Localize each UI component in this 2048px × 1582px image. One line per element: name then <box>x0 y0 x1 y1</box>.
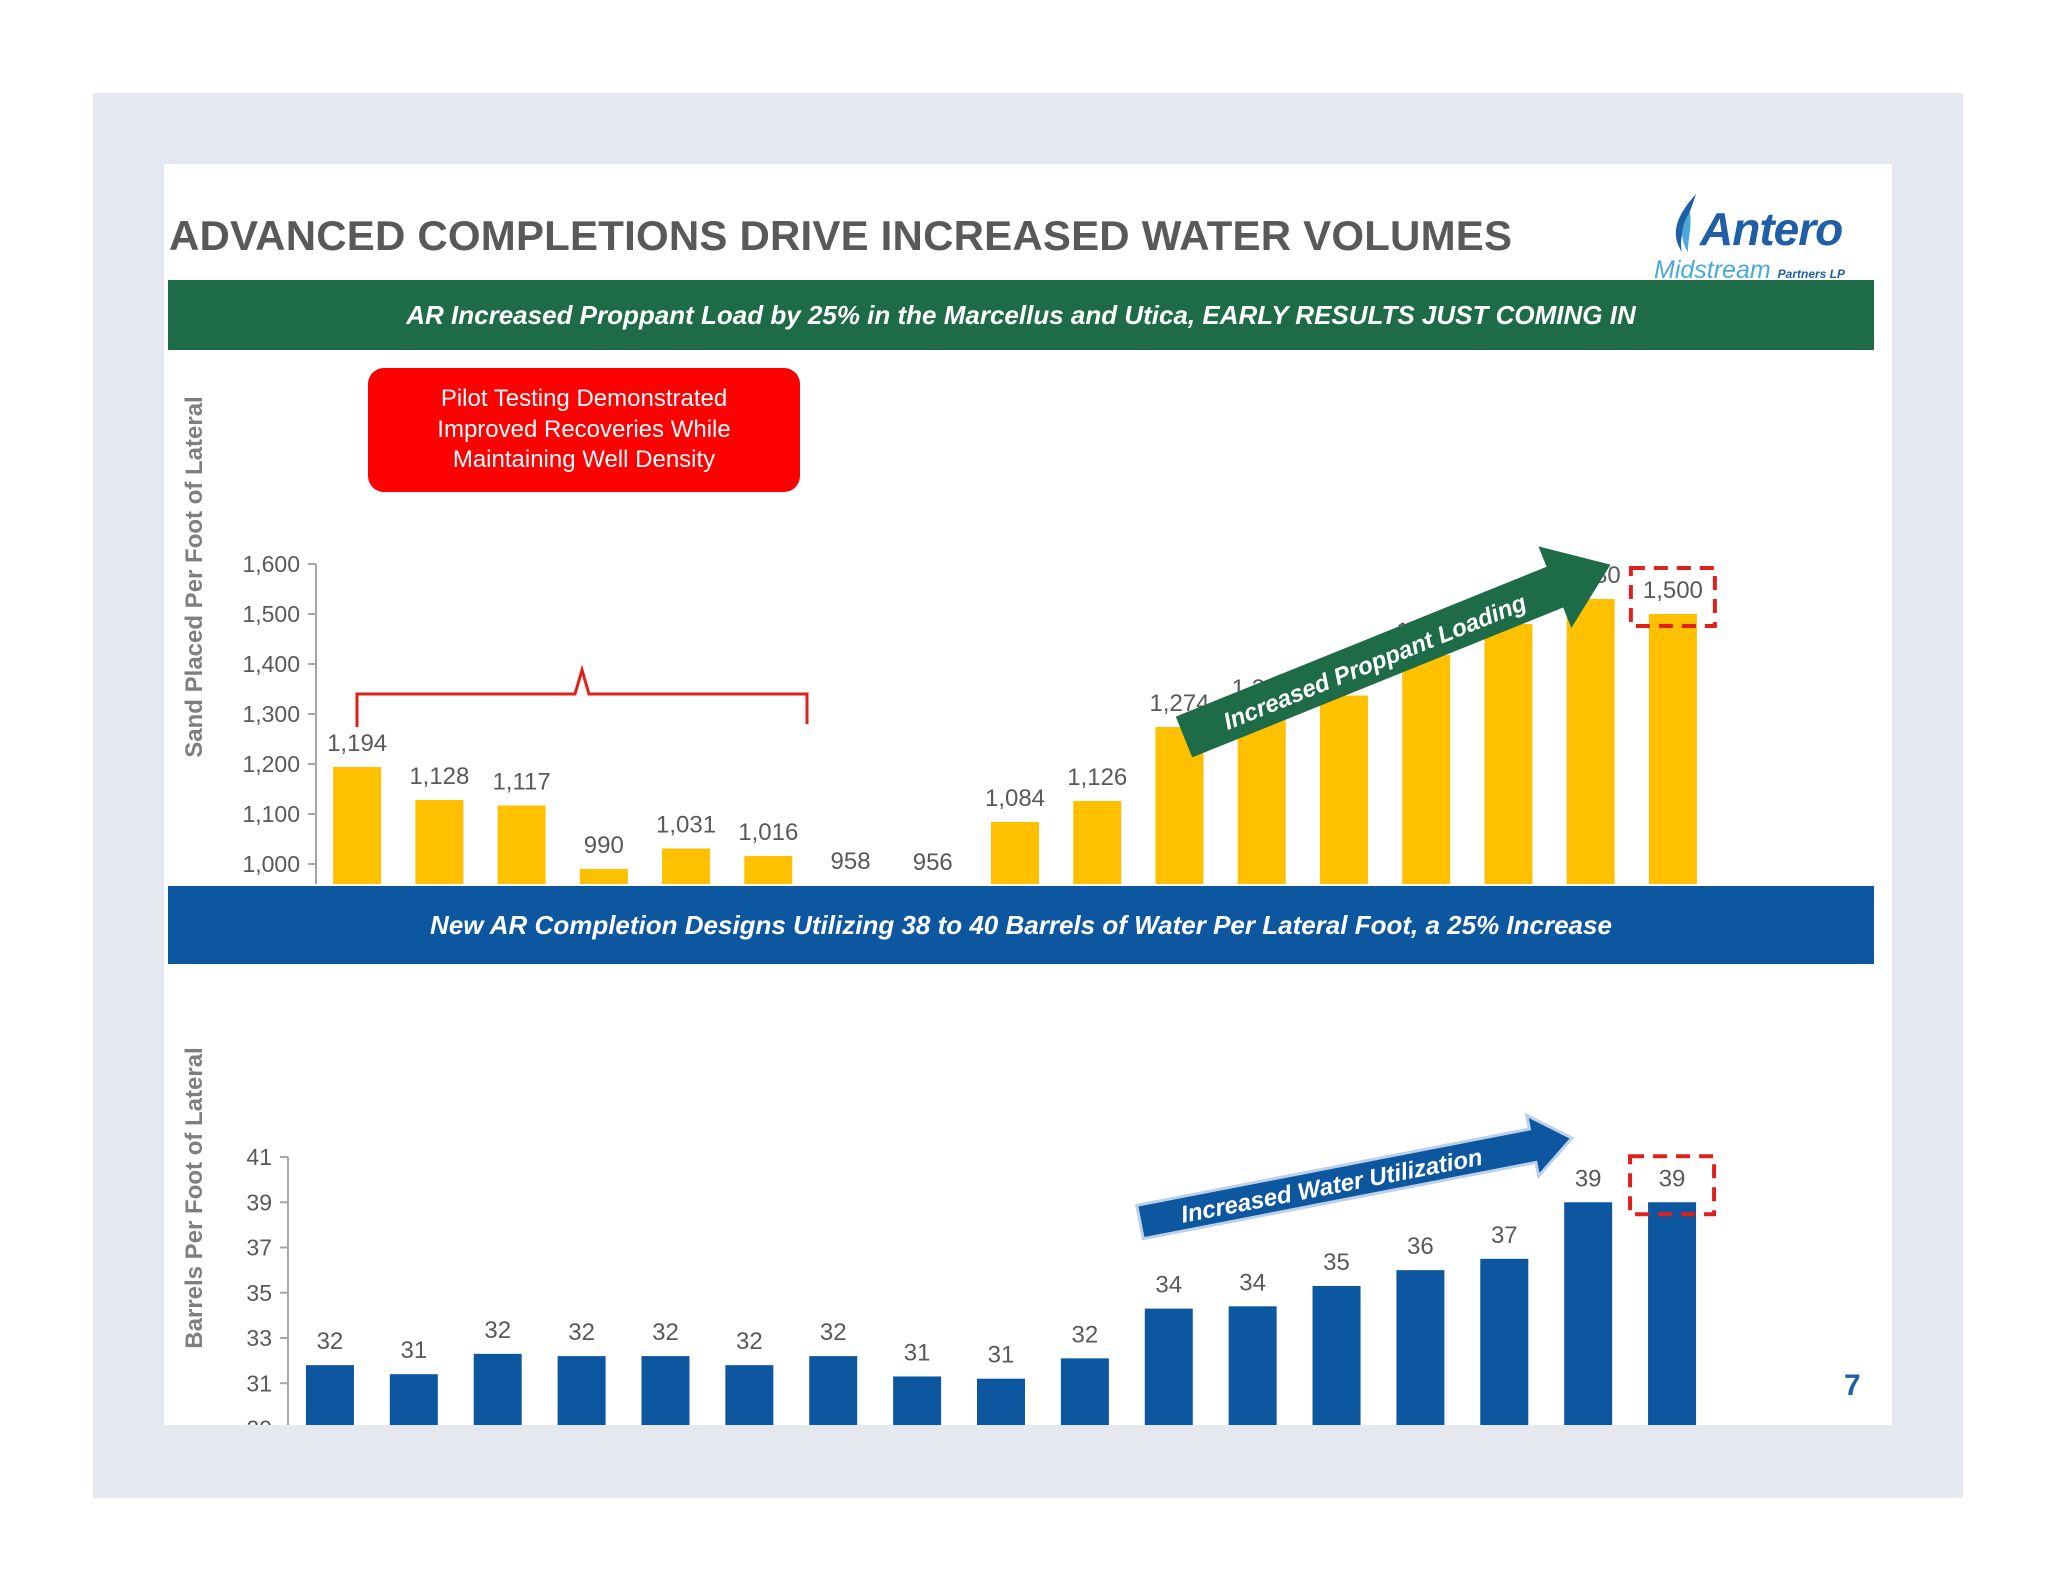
bar-feb-15 <box>389 1374 438 1425</box>
bar-may-15 <box>662 848 711 884</box>
data-label: 1,016 <box>738 819 798 846</box>
logo-sub-text: Midstream <box>1654 256 1771 284</box>
water-y-axis-label: Barrels Per Foot of Lateral <box>181 1047 208 1348</box>
data-label: 1,117 <box>492 769 550 796</box>
plan-highlight-box <box>1628 566 1717 628</box>
bar-jan-15 <box>305 1365 354 1425</box>
water-arrow-label: Increased Water Utilization <box>1179 1144 1485 1229</box>
bar-jan-15 <box>333 767 382 884</box>
data-label: 35 <box>1323 1249 1350 1276</box>
water-chart: Barrels Per Foot of Lateral 252729313335… <box>181 1047 1717 1426</box>
y-tick-label: 1,400 <box>242 651 300 677</box>
data-label: 32 <box>484 1317 511 1344</box>
data-label: 32 <box>652 1319 679 1346</box>
data-label: 956 <box>913 849 953 876</box>
data-label: 32 <box>568 1319 595 1346</box>
data-label: 990 <box>584 832 624 859</box>
data-label: 32 <box>317 1328 344 1355</box>
bar-dec-15 <box>1237 712 1286 884</box>
data-label: 1,126 <box>1067 764 1127 791</box>
slide: ADVANCED COMPLETIONS DRIVE INCREASED WAT… <box>164 164 1892 1425</box>
y-tick-label: 1,200 <box>242 751 300 777</box>
pilot-testing-callout: Pilot Testing Demonstrated Improved Reco… <box>368 368 800 492</box>
bar-jun-15 <box>744 856 793 884</box>
bar-mar-16 <box>1484 624 1533 884</box>
data-label: 958 <box>831 848 871 875</box>
data-label: 1,194 <box>327 730 387 757</box>
bar-2016-plan <box>1648 614 1697 884</box>
y-tick-label: 39 <box>246 1189 272 1215</box>
data-label: 31 <box>904 1339 931 1366</box>
bar-jun-15 <box>725 1365 774 1425</box>
data-label: 32 <box>736 1328 763 1355</box>
y-tick-label: 29 <box>246 1416 272 1426</box>
y-tick-label: 1,300 <box>242 701 300 727</box>
page-number: 7 <box>1844 1369 1861 1402</box>
y-tick-label: 1,000 <box>242 851 300 877</box>
bar-jul-15 <box>809 1356 858 1425</box>
bar-oct-15 <box>1073 801 1122 884</box>
data-label: 31 <box>400 1337 427 1364</box>
data-label: 34 <box>1155 1272 1182 1299</box>
callout-bracket <box>355 664 809 727</box>
bar-sep-15 <box>991 822 1039 884</box>
y-tick-label: 41 <box>246 1144 272 1170</box>
bar-oct-15 <box>1060 1358 1109 1425</box>
antero-logo: Antero Midstream Partners LP <box>1654 184 1884 284</box>
bar-mar-15 <box>473 1353 522 1425</box>
data-label: 36 <box>1407 1233 1434 1260</box>
y-tick-label: 37 <box>246 1235 272 1261</box>
callout-line-2: Improved Recoveries While <box>437 415 731 443</box>
bar-apr-16 <box>1564 1202 1613 1425</box>
bar-jan-16 <box>1319 695 1368 884</box>
bar-aug-15 <box>893 1376 942 1425</box>
data-label: 34 <box>1239 1269 1266 1296</box>
bar-may-15 <box>641 1356 690 1425</box>
y-tick-label: 1,500 <box>242 601 300 627</box>
y-tick-label: 1,600 <box>242 551 300 577</box>
sand-chart: Sand Placed Per Foot of Lateral 8009001,… <box>181 396 1717 884</box>
sand-y-axis-label: Sand Placed Per Foot of Lateral <box>181 396 208 757</box>
data-label: 31 <box>988 1342 1015 1369</box>
flame-icon <box>1675 194 1696 252</box>
bar-dec-15 <box>1228 1306 1277 1425</box>
data-label: 1,031 <box>656 812 716 839</box>
data-label: 1,128 <box>409 763 469 790</box>
bar-feb-15 <box>415 800 464 884</box>
plan-highlight-box <box>1628 1154 1717 1217</box>
bar-feb-16 <box>1402 655 1451 884</box>
logo-sub-small: Partners LP <box>1777 267 1845 281</box>
bar-mar-15 <box>497 805 546 884</box>
y-tick-label: 1,100 <box>242 801 300 827</box>
data-label: 1,084 <box>985 785 1045 812</box>
data-label: 37 <box>1491 1222 1518 1249</box>
top-banner: AR Increased Proppant Load by 25% in the… <box>168 280 1874 350</box>
bottom-banner: New AR Completion Designs Utilizing 38 t… <box>168 886 1874 964</box>
bar-nov-15 <box>1144 1308 1193 1425</box>
data-label: 39 <box>1575 1165 1602 1192</box>
data-label: 1,500 <box>1643 577 1703 604</box>
bar-mar-16 <box>1480 1258 1529 1425</box>
callout-line-3: Maintaining Well Density <box>452 446 716 474</box>
bar-sep-15 <box>977 1378 1025 1425</box>
bar-2016-plan <box>1648 1202 1697 1425</box>
y-tick-label: 35 <box>246 1280 272 1306</box>
data-label: 32 <box>1072 1321 1099 1348</box>
bar-apr-15 <box>579 869 628 884</box>
bar-apr-15 <box>557 1356 606 1425</box>
proppant-arrow: Increased Proppant Loading <box>1175 546 1611 758</box>
callout-line-1: Pilot Testing Demonstrated <box>440 384 728 412</box>
slide-title: ADVANCED COMPLETIONS DRIVE INCREASED WAT… <box>169 212 1513 259</box>
y-tick-label: 31 <box>246 1370 272 1396</box>
bar-apr-16 <box>1566 599 1615 884</box>
y-tick-label: 33 <box>246 1325 272 1351</box>
proppant-arrow-label: Increased Proppant Loading <box>1220 589 1531 736</box>
logo-name: Antero <box>1700 203 1843 255</box>
data-label: 32 <box>820 1319 847 1346</box>
data-label: 39 <box>1659 1165 1686 1192</box>
bar-jan-16 <box>1312 1285 1361 1425</box>
logo-subtitle: Midstream Partners LP <box>1654 256 1845 285</box>
bar-feb-16 <box>1396 1270 1445 1425</box>
